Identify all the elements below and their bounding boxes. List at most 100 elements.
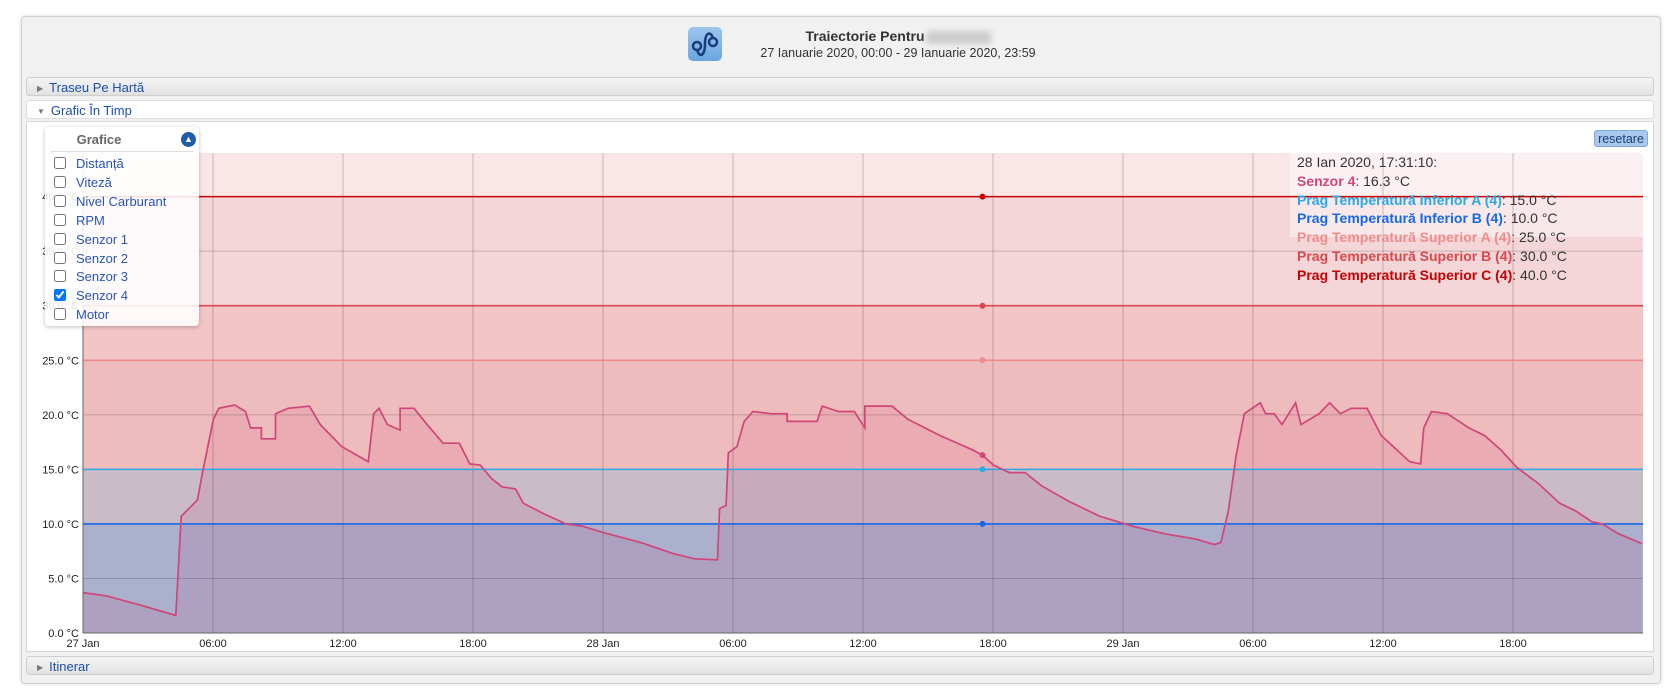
tooltip-row: Senzor 4: 16.3 °C [1297, 172, 1410, 189]
caret-right-icon: ▶ [37, 84, 44, 93]
chart-toggle-item[interactable]: Senzor 2 [54, 250, 128, 268]
x-tick-label: 06:00 [719, 638, 747, 650]
vehicle-id-redacted [926, 30, 991, 44]
tooltip-value: 40.0 °C [1520, 266, 1567, 283]
divider [51, 151, 193, 152]
chart-toggle-label: Motor [76, 307, 110, 323]
chart-checkbox[interactable] [54, 289, 66, 302]
section-label: Grafic În Timp [50, 103, 132, 118]
title-text: Traiectorie Pentru [805, 28, 925, 44]
threshold-marker [979, 520, 986, 527]
page-title: Traiectorie Pentru [728, 28, 1068, 44]
tooltip-series-name: Prag Temperatură Inferior A (4) [1297, 191, 1502, 208]
chart-toggle-item[interactable]: Senzor 4 [54, 287, 128, 305]
tooltip-value: 10.0 °C [1510, 210, 1558, 227]
x-tick-label: 06:00 [199, 638, 227, 650]
threshold-band [83, 469, 1643, 524]
chart-checkbox[interactable] [54, 270, 66, 283]
charts-selector: Grafice ▲ Distanță Viteză Nivel Carburant R… [45, 127, 199, 326]
chart-toggle-item[interactable]: Senzor 1 [54, 231, 128, 249]
y-tick-label: 15.0 °C [42, 464, 79, 476]
tooltip-value: 25.0 °C [1518, 229, 1566, 246]
reset-zoom-button[interactable]: resetare [1594, 130, 1648, 147]
chart-toggle-label: Viteză [76, 174, 112, 190]
x-tick-label: 27 Jan [66, 638, 99, 650]
x-tick-label: 18:00 [1499, 638, 1527, 650]
tooltip-row: Prag Temperatură Inferior A (4): 15.0 °C [1297, 191, 1557, 208]
x-tick-label: 12:00 [849, 638, 877, 650]
tooltip-series-name: Prag Temperatură Superior B (4) [1297, 247, 1513, 264]
section-map-toggle[interactable]: ▶ Traseu Pe Hartă [26, 77, 1654, 96]
tooltip-row: Prag Temperatură Superior B (4): 30.0 °C [1297, 247, 1567, 264]
y-tick-label: 20.0 °C [42, 410, 79, 422]
series-area [83, 402, 1642, 633]
threshold-marker [979, 193, 986, 200]
chart-toggle-label: Distanță [76, 156, 124, 171]
route-icon [688, 27, 722, 61]
x-tick-label: 12:00 [1369, 638, 1397, 650]
chart-toggle-label: RPM [76, 212, 105, 228]
y-tick-label: 5.0 °C [48, 573, 79, 585]
section-itinerary-toggle[interactable]: ▶ Itinerar [26, 656, 1654, 675]
date-range: 27 Ianuarie 2020, 00:00 - 29 Ianuarie 20… [760, 46, 1036, 60]
tooltip-row: Prag Temperatură Superior C (4): 40.0 °C [1297, 266, 1567, 283]
y-tick-label: 25.0 °C [42, 355, 79, 367]
tooltip-value: 15.0 °C [1509, 191, 1557, 208]
tooltip-value: 30.0 °C [1520, 247, 1567, 264]
chart-toggle-label: Senzor 4 [76, 288, 129, 304]
chart-toggle-label: Senzor 2 [76, 250, 129, 266]
chart-checkbox[interactable] [54, 251, 66, 264]
chart-toggle-label: Senzor 3 [76, 269, 129, 285]
threshold-band [83, 196, 1643, 306]
caret-down-icon: ▼ [37, 107, 45, 116]
tooltip-series-name: Prag Temperatură Superior A (4) [1297, 229, 1512, 246]
tooltip-value: 16.3 °C [1363, 172, 1410, 189]
threshold-marker [979, 466, 986, 473]
x-tick-label: 12:00 [329, 638, 357, 650]
tooltip-series-name: Prag Temperatură Inferior B (4) [1297, 210, 1503, 227]
chart-checkbox[interactable] [54, 175, 66, 188]
section-chart-toggle[interactable]: ▼ Grafic În Timp [26, 100, 1654, 119]
tooltip-series-name: Senzor 4 [1297, 172, 1356, 189]
threshold-marker [979, 357, 986, 364]
x-tick-label: 06:00 [1239, 638, 1267, 650]
threshold-band [83, 360, 1643, 470]
chart-toggle-item[interactable]: Nivel Carburant [54, 193, 166, 211]
tooltip-row: Prag Temperatură Superior A (4): 25.0 °C [1297, 229, 1566, 246]
x-tick-label: 18:00 [979, 638, 1007, 650]
chart-toggle-item[interactable]: Viteză [54, 174, 112, 192]
chart-tooltip: 28 Ian 2020, 17:31:10: Senzor 4: 16.3 °C… [1297, 153, 1567, 285]
x-tick-label: 29 Jan [1106, 638, 1139, 650]
tooltip-backdrop [1290, 153, 1643, 237]
section-label: Traseu Pe Hartă [49, 80, 145, 95]
chart-toggle-label: Senzor 1 [76, 231, 129, 247]
chart-checkbox[interactable] [54, 194, 66, 207]
y-tick-label: 10.0 °C [42, 519, 79, 531]
x-tick-label: 18:00 [459, 638, 487, 650]
series-line-senzor-4 [82, 400, 1642, 617]
tooltip-series-name: Prag Temperatură Superior C (4) [1297, 266, 1513, 283]
y-tick-label: 0.0 °C [48, 628, 79, 640]
chart-checkbox[interactable] [54, 232, 66, 245]
chart-toggle-item[interactable]: Distanță [54, 155, 124, 173]
chart-checkbox[interactable] [54, 308, 66, 321]
collapse-up-icon[interactable]: ▲ [181, 132, 196, 147]
chart-toggle-label: Nivel Carburant [76, 193, 167, 209]
tooltip-row: Prag Temperatură Inferior B (4): 10.0 °C [1297, 210, 1558, 227]
chart-toggle-item[interactable]: Motor [54, 306, 109, 324]
section-label: Itinerar [49, 659, 90, 674]
threshold-band [83, 305, 1643, 361]
selector-title: Grafice [76, 132, 122, 147]
chart-checkbox[interactable] [54, 213, 66, 226]
threshold-marker [979, 302, 986, 309]
chart-toggle-item[interactable]: Senzor 3 [54, 268, 128, 286]
x-tick-label: 28 Jan [586, 638, 619, 650]
tooltip-time: 28 Ian 2020, 17:31:10: [1297, 154, 1438, 170]
caret-right-icon: ▶ [37, 663, 44, 672]
chart-checkbox[interactable] [54, 157, 66, 169]
chart-toggle-item[interactable]: RPM [54, 212, 105, 230]
threshold-band [83, 153, 1643, 197]
series-marker [979, 452, 986, 459]
threshold-band [83, 523, 1643, 633]
